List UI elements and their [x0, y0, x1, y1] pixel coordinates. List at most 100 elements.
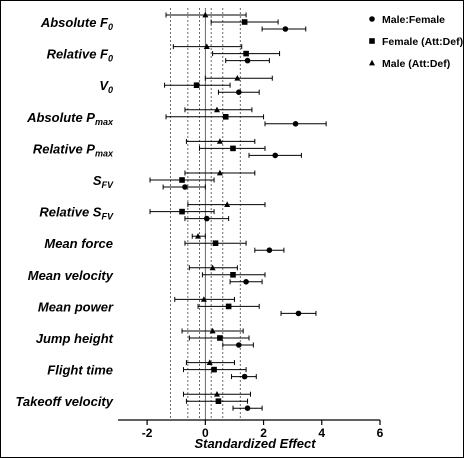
point-marker: [179, 208, 185, 215]
effect-estimate-6-1: [149, 208, 215, 215]
effect-estimate-0-2: [261, 26, 307, 32]
category-label-12: Takeoff velocity: [15, 394, 113, 409]
effect-estimate-10-2: [222, 342, 254, 348]
x-tick-label-1: 0: [202, 426, 209, 440]
effect-estimate-6-2: [184, 215, 230, 222]
x-tick-label-2: 2: [260, 426, 267, 440]
category-label-main: Mean power: [38, 299, 114, 314]
legend: Male:Female Female (Att:Def) Male (Att:Def…: [369, 14, 463, 70]
point-marker: [215, 398, 222, 404]
category-label-main: Relative S: [39, 205, 101, 220]
effect-estimate-5-1: [149, 177, 215, 183]
category-label-subscript: max: [95, 148, 114, 158]
legend-marker: [369, 59, 375, 66]
category-label-4: Relative Pmax: [33, 141, 114, 158]
effect-estimate-10-0: [181, 327, 244, 334]
effect-estimate-7-0: [191, 233, 206, 239]
category-label-2: V0: [99, 78, 113, 95]
category-label-subscript: FV: [101, 212, 113, 222]
effect-estimate-12-1: [185, 398, 249, 404]
effect-estimate-7-2: [254, 247, 285, 253]
effect-estimate-2-0: [204, 75, 273, 81]
category-label-9: Mean power: [38, 299, 114, 314]
effect-estimate-1-1: [212, 50, 281, 57]
point-marker: [212, 240, 219, 246]
legend-label: Male:Female: [382, 14, 445, 26]
effect-estimate-5-2: [162, 184, 206, 190]
x-tick-label-0: -2: [142, 426, 153, 440]
point-marker: [236, 89, 242, 95]
point-marker: [244, 57, 251, 64]
category-label-main: Relative F: [47, 47, 109, 62]
point-marker: [236, 342, 242, 348]
category-label-0: Absolute F0: [40, 15, 113, 32]
point-marker: [292, 121, 299, 127]
point-marker: [182, 184, 188, 190]
point-marker: [243, 279, 249, 285]
effect-estimate-12-2: [232, 405, 263, 412]
effect-estimate-3-1: [165, 114, 265, 120]
legend-label: Female (Att:Def): [382, 36, 463, 48]
category-label-subscript: max: [95, 117, 114, 127]
category-label-main: Jump height: [36, 331, 114, 346]
effect-estimate-2-1: [164, 82, 231, 88]
point-marker: [209, 327, 216, 334]
category-label-11: Flight time: [47, 363, 113, 378]
category-label-subscript: 0: [108, 22, 113, 32]
point-marker: [282, 26, 289, 32]
effect-estimate-11-0: [185, 359, 235, 366]
effect-estimate-2-2: [217, 89, 260, 95]
effect-estimate-9-1: [197, 303, 260, 310]
category-label-6: Relative SFV: [39, 205, 114, 222]
effect-estimate-3-0: [184, 106, 253, 113]
point-marker: [230, 145, 236, 152]
effect-estimate-9-0: [174, 296, 235, 302]
point-marker: [216, 169, 223, 176]
category-label-main: Takeoff velocity: [15, 394, 113, 409]
point-marker: [225, 303, 232, 310]
effect-estimate-3-2: [264, 121, 327, 127]
legend-marker: [369, 38, 375, 44]
point-marker: [244, 405, 251, 412]
category-label-10: Jump height: [36, 331, 114, 346]
effect-estimate-4-0: [185, 138, 256, 144]
point-marker: [272, 152, 279, 159]
effect-estimate-4-1: [199, 145, 266, 152]
x-tick-label-3: 4: [318, 426, 325, 440]
point-marker: [243, 50, 249, 57]
point-marker: [195, 233, 202, 239]
point-marker: [217, 335, 223, 341]
point-marker: [295, 310, 302, 317]
category-label-main: Mean force: [44, 236, 113, 251]
point-marker: [211, 366, 217, 373]
effect-marks: [149, 11, 327, 412]
point-marker: [222, 114, 229, 120]
point-marker: [241, 373, 248, 380]
category-label-5: SFV: [93, 173, 114, 190]
x-tick-label-4: 6: [377, 426, 384, 440]
point-marker: [266, 247, 273, 253]
legend-marker: [369, 16, 375, 22]
legend-label: Male (Att:Def): [382, 58, 450, 70]
category-label-main: S: [93, 173, 102, 188]
point-marker: [209, 264, 216, 271]
effect-estimate-11-2: [231, 373, 257, 380]
point-marker: [230, 272, 236, 278]
category-label-subscript: 0: [108, 85, 113, 95]
effect-estimate-5-0: [184, 169, 256, 176]
category-label-8: Mean velocity: [28, 268, 114, 283]
category-label-subscript: 0: [108, 54, 113, 64]
point-marker: [193, 82, 200, 88]
effect-estimate-8-0: [188, 264, 238, 271]
legend-entry-1: Female (Att:Def): [369, 36, 463, 48]
effect-estimate-6-0: [187, 201, 266, 208]
point-marker: [234, 75, 241, 81]
effect-estimate-8-1: [201, 272, 266, 278]
point-marker: [213, 391, 220, 397]
point-marker: [216, 138, 223, 144]
category-label-main: Relative P: [33, 141, 95, 156]
point-marker: [203, 215, 210, 222]
category-label-1: Relative F0: [47, 47, 113, 64]
effect-estimate-0-1: [210, 19, 279, 25]
effect-estimate-10-1: [188, 335, 250, 341]
